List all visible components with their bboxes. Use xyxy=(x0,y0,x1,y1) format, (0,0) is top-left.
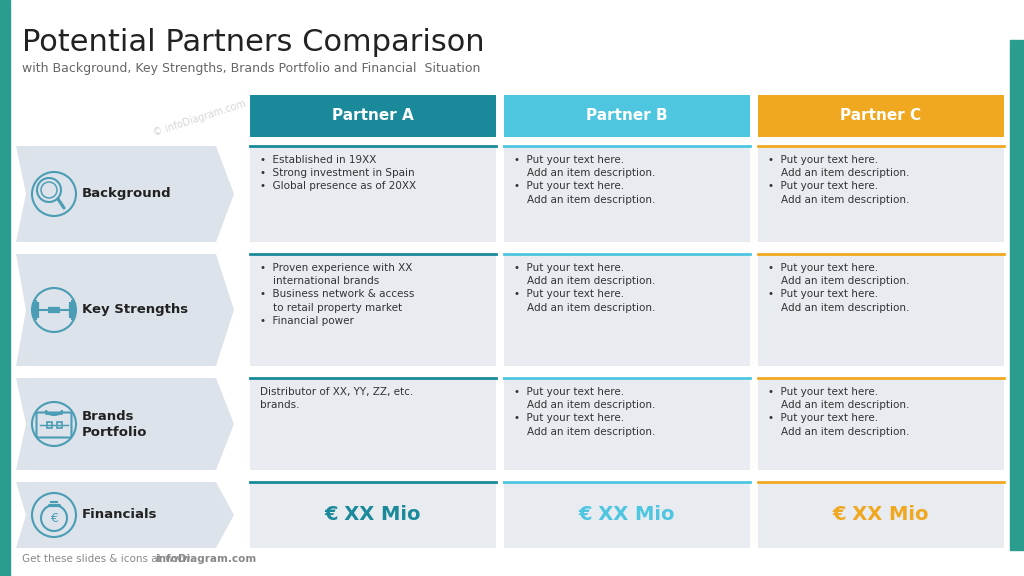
Bar xyxy=(250,254,496,366)
Text: Financials: Financials xyxy=(82,509,158,521)
Text: infoDiagram.com: infoDiagram.com xyxy=(155,554,256,564)
Bar xyxy=(250,378,496,470)
Polygon shape xyxy=(16,254,234,366)
Text: •  Proven experience with XX
    international brands
•  Business network & acce: • Proven experience with XX internationa… xyxy=(260,263,415,326)
Polygon shape xyxy=(16,378,234,470)
Text: € XX Mio: € XX Mio xyxy=(579,506,675,525)
Polygon shape xyxy=(16,482,234,548)
Bar xyxy=(758,378,1004,470)
Bar xyxy=(758,146,1004,242)
Text: Key Strengths: Key Strengths xyxy=(82,304,188,316)
Text: •  Put your text here.
    Add an item description.
•  Put your text here.
    A: • Put your text here. Add an item descri… xyxy=(514,387,655,437)
Bar xyxy=(0,0,10,576)
Text: © infoDiagram.com: © infoDiagram.com xyxy=(153,98,248,138)
Text: Partner C: Partner C xyxy=(841,108,922,123)
Text: €: € xyxy=(50,513,58,525)
Text: •  Put your text here.
    Add an item description.
•  Put your text here.
    A: • Put your text here. Add an item descri… xyxy=(768,155,909,204)
Text: Partner B: Partner B xyxy=(586,108,668,123)
Text: Background: Background xyxy=(82,188,172,200)
Bar xyxy=(504,95,750,137)
Bar xyxy=(250,482,496,548)
Text: € XX Mio: € XX Mio xyxy=(325,506,421,525)
Bar xyxy=(758,254,1004,366)
Bar xyxy=(504,146,750,242)
Text: •  Put your text here.
    Add an item description.
•  Put your text here.
    A: • Put your text here. Add an item descri… xyxy=(514,263,655,313)
Bar xyxy=(1010,40,1024,550)
Text: Partner A: Partner A xyxy=(332,108,414,123)
Text: •  Put your text here.
    Add an item description.
•  Put your text here.
    A: • Put your text here. Add an item descri… xyxy=(514,155,655,204)
Text: Get these slides & icons at www.: Get these slides & icons at www. xyxy=(22,554,193,564)
Bar xyxy=(250,146,496,242)
Text: € XX Mio: € XX Mio xyxy=(833,506,929,525)
Text: •  Put your text here.
    Add an item description.
•  Put your text here.
    A: • Put your text here. Add an item descri… xyxy=(768,387,909,437)
Text: •  Established in 19XX
•  Strong investment in Spain
•  Global presence as of 20: • Established in 19XX • Strong investmen… xyxy=(260,155,416,191)
Text: Distributor of XX, YY, ZZ, etc.
brands.: Distributor of XX, YY, ZZ, etc. brands. xyxy=(260,387,414,410)
Bar xyxy=(504,378,750,470)
Bar xyxy=(504,254,750,366)
Polygon shape xyxy=(16,146,234,242)
Bar xyxy=(56,422,61,428)
Text: Brands
Portfolio: Brands Portfolio xyxy=(82,410,147,438)
Bar xyxy=(250,95,496,137)
Text: •  Put your text here.
    Add an item description.
•  Put your text here.
    A: • Put your text here. Add an item descri… xyxy=(768,263,909,313)
Text: Potential Partners Comparison: Potential Partners Comparison xyxy=(22,28,484,57)
Bar xyxy=(758,482,1004,548)
Bar xyxy=(758,95,1004,137)
Bar xyxy=(504,482,750,548)
Bar xyxy=(46,422,51,428)
Text: with Background, Key Strengths, Brands Portfolio and Financial  Situation: with Background, Key Strengths, Brands P… xyxy=(22,62,480,75)
